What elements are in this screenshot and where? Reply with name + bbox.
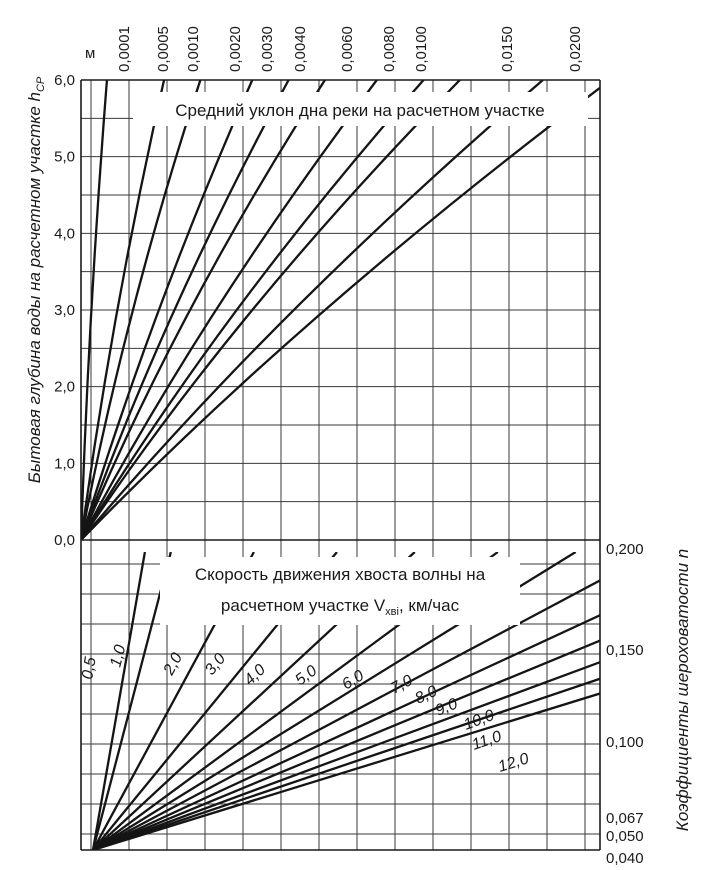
velocity-line-9-0 xyxy=(92,639,600,850)
lower-y-tick-3: 0,067 xyxy=(606,810,644,827)
slope-curve-0-0030 xyxy=(81,80,290,540)
slope-curve-0-0020 xyxy=(81,80,254,540)
velocity-label-1: 1,0 xyxy=(107,643,129,669)
lower-chart-title-line2: расчетном участке Vхвi, км/час xyxy=(221,596,460,618)
lower-chart-title-line1: Скорость движения хвоста волны на xyxy=(195,565,486,584)
upper-y-axis-label: Бытовая глубина воды на расчетном участк… xyxy=(25,76,47,483)
slope-curve-0-0100 xyxy=(81,80,461,540)
upper-y-tick-1: 5,0 xyxy=(54,149,75,166)
velocity-line-10-0 xyxy=(92,660,600,850)
upper-y-ticks: 6,0 5,0 4,0 3,0 2,0 1,0 0,0 xyxy=(54,72,75,549)
lower-y-tick-1: 0,150 xyxy=(606,642,644,659)
upper-y-axis-label-subscript: СР xyxy=(35,76,47,92)
velocity-line-12-0 xyxy=(92,692,600,850)
velocity-label-7: 7,0 xyxy=(388,672,416,697)
slope-top-label-1: 0,0005 xyxy=(155,26,172,72)
lower-y-tick-0: 0,200 xyxy=(606,541,644,558)
slope-top-label-10: 0,0200 xyxy=(567,26,584,72)
velocity-label-12: 12,0 xyxy=(496,750,531,775)
slope-top-label-9: 0,0150 xyxy=(499,26,516,72)
upper-y-tick-0: 6,0 xyxy=(54,72,75,89)
upper-y-axis-label-main: Бытовая глубина воды на расчетном участк… xyxy=(25,92,44,483)
velocity-label-0: 0,5 xyxy=(79,656,100,681)
lower-chart-title-subscript: хвi xyxy=(385,606,399,618)
upper-y-tick-2: 4,0 xyxy=(54,225,75,242)
slope-curve-0-0010 xyxy=(81,80,202,540)
lower-caption-background xyxy=(160,557,520,625)
upper-slope-curves xyxy=(81,80,600,540)
slope-top-label-0: 0,0001 xyxy=(116,26,133,72)
lower-y-tick-2: 0,100 xyxy=(606,734,644,751)
upper-chart-title: Средний уклон дна реки на расчетном учас… xyxy=(175,101,544,120)
velocity-line-7-0 xyxy=(92,579,600,850)
velocity-line-8-0 xyxy=(92,613,600,850)
slope-curve-0-0005 xyxy=(81,80,166,540)
slope-top-label-5: 0,0040 xyxy=(292,26,309,72)
slope-top-labels: 0,0001 0,0005 0,0010 0,0020 0,0030 0,0040 0,00… xyxy=(116,26,584,72)
velocity-label-6: 6,0 xyxy=(339,667,367,693)
upper-caption-background xyxy=(133,92,588,126)
velocity-line-11-0 xyxy=(92,677,600,850)
upper-y-tick-4: 2,0 xyxy=(54,379,75,396)
lower-y-axis-label: Коэффициенты шероховатости n xyxy=(673,549,692,831)
slope-curve-0-0060 xyxy=(81,80,378,540)
slope-top-label-7: 0,0080 xyxy=(381,26,398,72)
slope-top-label-2: 0,0010 xyxy=(185,26,202,72)
upper-y-tick-5: 1,0 xyxy=(54,455,75,472)
slope-curve-0-0150 xyxy=(81,80,544,540)
lower-chart-title-unit: , км/час xyxy=(399,596,460,615)
slope-curve-0-0001 xyxy=(81,80,109,540)
slope-curve-0-0040 xyxy=(81,80,326,540)
lower-chart-title-main: расчетном участке V xyxy=(221,596,386,615)
velocity-labels: 0,5 1,0 2,0 3,0 4,0 5,0 6,0 7,08,09,0 10,011,012… xyxy=(79,643,531,776)
velocity-label-3: 3,0 xyxy=(202,650,229,678)
slope-top-label-4: 0,0030 xyxy=(259,26,276,72)
velocity-line-0-5 xyxy=(91,552,147,850)
lower-velocity-lines xyxy=(91,552,600,850)
slope-curve-0-0200 xyxy=(81,86,600,540)
chart-frame xyxy=(80,79,601,851)
slope-curve-0-0080 xyxy=(81,80,425,540)
slope-top-label-8: 0,0100 xyxy=(413,26,430,72)
lower-y-tick-4: 0,050 xyxy=(606,828,644,845)
slope-top-label-3: 0,0020 xyxy=(227,26,244,72)
grid xyxy=(81,79,600,850)
upper-y-tick-6: 0,0 xyxy=(54,532,75,549)
upper-y-tick-3: 3,0 xyxy=(54,302,75,319)
velocity-line-1-0 xyxy=(91,552,172,850)
lower-y-tick-5: 0,040 xyxy=(606,850,644,867)
upper-unit-label: м xyxy=(85,45,95,62)
slope-top-label-6: 0,0060 xyxy=(339,26,356,72)
